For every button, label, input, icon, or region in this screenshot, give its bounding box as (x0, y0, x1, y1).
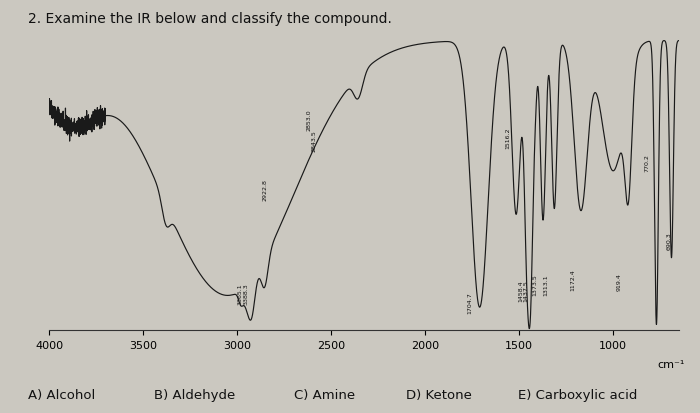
Text: 1373.5: 1373.5 (532, 274, 537, 296)
Text: 1437.5: 1437.5 (523, 280, 528, 301)
Text: 2853.0: 2853.0 (306, 109, 311, 131)
Text: D) Ketone: D) Ketone (406, 388, 472, 401)
Text: 2843.5: 2843.5 (312, 129, 316, 151)
Text: 690.3: 690.3 (667, 232, 672, 249)
Text: C) Amine: C) Amine (294, 388, 355, 401)
Text: 770.2: 770.2 (645, 154, 650, 171)
Text: cm⁻¹: cm⁻¹ (657, 359, 685, 369)
Text: 2. Examine the IR below and classify the compound.: 2. Examine the IR below and classify the… (28, 12, 392, 26)
Text: 1458.4: 1458.4 (518, 280, 523, 301)
Text: 1313.1: 1313.1 (543, 274, 548, 296)
Text: 1704.7: 1704.7 (468, 291, 472, 313)
Text: 1172.4: 1172.4 (570, 268, 575, 290)
Text: 2922.8: 2922.8 (262, 178, 268, 200)
Text: 3365.1: 3365.1 (237, 283, 242, 304)
Text: 3388.3: 3388.3 (243, 282, 248, 304)
Text: 919.4: 919.4 (616, 272, 622, 290)
Text: A) Alcohol: A) Alcohol (28, 388, 95, 401)
Text: E) Carboxylic acid: E) Carboxylic acid (518, 388, 638, 401)
Text: B) Aldehyde: B) Aldehyde (154, 388, 235, 401)
Text: 1516.2: 1516.2 (505, 127, 510, 148)
